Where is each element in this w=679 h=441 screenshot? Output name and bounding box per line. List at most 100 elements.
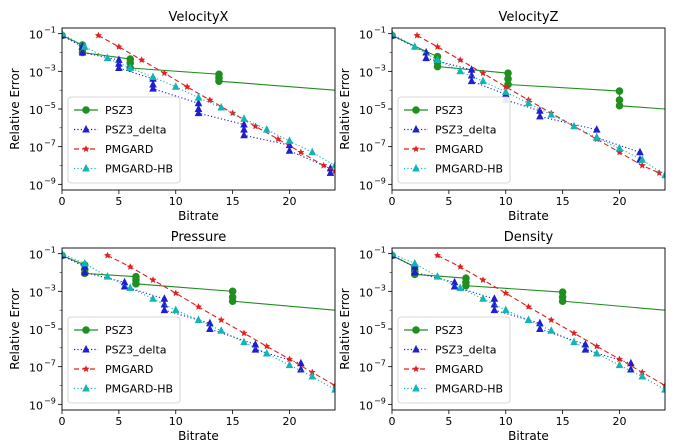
legend-label: PMGARD-HB <box>105 383 173 396</box>
data-point <box>490 305 499 314</box>
x-tick-label: 20 <box>283 195 297 208</box>
legend-marker <box>82 124 90 133</box>
data-point <box>103 251 112 259</box>
data-point <box>240 337 248 346</box>
legend-label: PMGARD-HB <box>435 163 503 176</box>
data-point <box>536 111 544 120</box>
y-tick-exponent: −9 <box>374 396 386 405</box>
y-tick-exponent: −5 <box>374 101 386 110</box>
data-point <box>536 324 544 332</box>
data-point <box>433 251 442 259</box>
legend: PSZ3 PSZ3_delta PMGARD PMGARD-HB <box>397 96 511 184</box>
chart-title: Density <box>504 230 554 245</box>
legend-label: PSZ3_delta <box>105 124 167 137</box>
data-point <box>581 345 590 353</box>
data-point <box>149 72 157 80</box>
data-point <box>547 316 555 324</box>
y-tick-exponent: −1 <box>374 26 386 35</box>
data-point <box>80 267 89 276</box>
data-point <box>308 371 317 380</box>
legend: PSZ3 PSZ3_delta PMGARD PMGARD-HB <box>397 316 511 404</box>
data-point <box>183 83 191 90</box>
data-point <box>80 42 89 50</box>
data-point <box>410 42 419 50</box>
legend: PSZ3 PSZ3_delta PMGARD PMGARD-HB <box>67 96 181 184</box>
data-point <box>285 360 294 369</box>
legend-marker <box>82 145 90 153</box>
data-point <box>456 66 465 75</box>
x-tick-label: 20 <box>613 415 627 428</box>
data-point <box>558 297 567 305</box>
y-tick-label: 10 <box>359 324 373 337</box>
axes-frame <box>61 247 336 411</box>
series-line <box>392 35 641 160</box>
y-tick-exponent: −3 <box>44 283 56 292</box>
data-point <box>126 263 134 270</box>
data-point <box>308 147 317 156</box>
data-point <box>331 160 335 169</box>
x-tick-label: 10 <box>499 195 513 208</box>
chart-panel-2: VelocityZ Bitrate Relative Error 0 5 10 15 20 10… <box>338 10 666 223</box>
data-point <box>251 122 260 130</box>
y-tick-label: 10 <box>359 29 373 42</box>
legend-marker <box>82 383 90 392</box>
y-tick-label: 10 <box>359 179 373 192</box>
data-point <box>456 56 464 64</box>
data-point <box>132 280 140 288</box>
x-tick-label: 20 <box>283 415 297 428</box>
data-point <box>592 348 601 357</box>
data-point <box>103 272 112 280</box>
x-tick-label: 15 <box>226 415 240 428</box>
data-point <box>410 258 419 267</box>
legend-label: PSZ3_delta <box>435 124 497 137</box>
data-point <box>570 121 578 130</box>
x-axis-label: Bitrate <box>508 429 549 441</box>
data-point <box>160 69 169 77</box>
chart-title: VelocityZ <box>499 10 559 25</box>
data-point <box>392 249 396 257</box>
y-tick-exponent: −7 <box>374 359 386 368</box>
data-point <box>194 108 203 117</box>
data-point <box>172 289 180 297</box>
chart-panel-1: VelocityX Bitrate Relative Error 0 5 10 15 20 10… <box>8 10 336 223</box>
x-tick-label: 15 <box>556 415 570 428</box>
legend-box <box>67 316 181 404</box>
data-point <box>661 385 665 393</box>
data-point <box>240 329 248 337</box>
data-point <box>661 170 665 179</box>
legend-marker <box>412 383 420 392</box>
x-tick-label: 15 <box>556 195 570 208</box>
data-point <box>501 305 510 314</box>
y-axis-label: Relative Error <box>338 68 352 150</box>
x-tick-label: 5 <box>115 415 122 428</box>
legend-box <box>67 96 181 184</box>
data-point <box>456 283 465 291</box>
data-point <box>206 324 214 332</box>
y-tick-label: 10 <box>359 142 373 155</box>
x-tick-label: 10 <box>499 415 513 428</box>
data-point <box>115 43 123 50</box>
x-tick-label: 10 <box>169 415 183 428</box>
data-point <box>593 342 601 350</box>
data-point <box>194 93 203 101</box>
data-point <box>251 345 260 353</box>
data-point <box>297 148 305 156</box>
data-point <box>126 283 135 291</box>
data-point <box>217 102 226 111</box>
y-tick-label: 10 <box>29 142 43 155</box>
data-point <box>194 303 203 310</box>
y-axis-label: Relative Error <box>8 68 22 150</box>
y-tick-label: 10 <box>359 286 373 299</box>
data-point <box>171 82 180 90</box>
data-point <box>263 342 271 350</box>
y-tick-exponent: −5 <box>374 321 386 330</box>
data-point <box>297 365 305 373</box>
legend-label: PMGARD-HB <box>105 163 173 176</box>
y-tick-exponent: −3 <box>374 283 386 292</box>
y-tick-exponent: −9 <box>374 176 386 185</box>
series-line <box>392 255 665 311</box>
data-point <box>171 305 180 314</box>
x-tick-label: 0 <box>59 195 66 208</box>
